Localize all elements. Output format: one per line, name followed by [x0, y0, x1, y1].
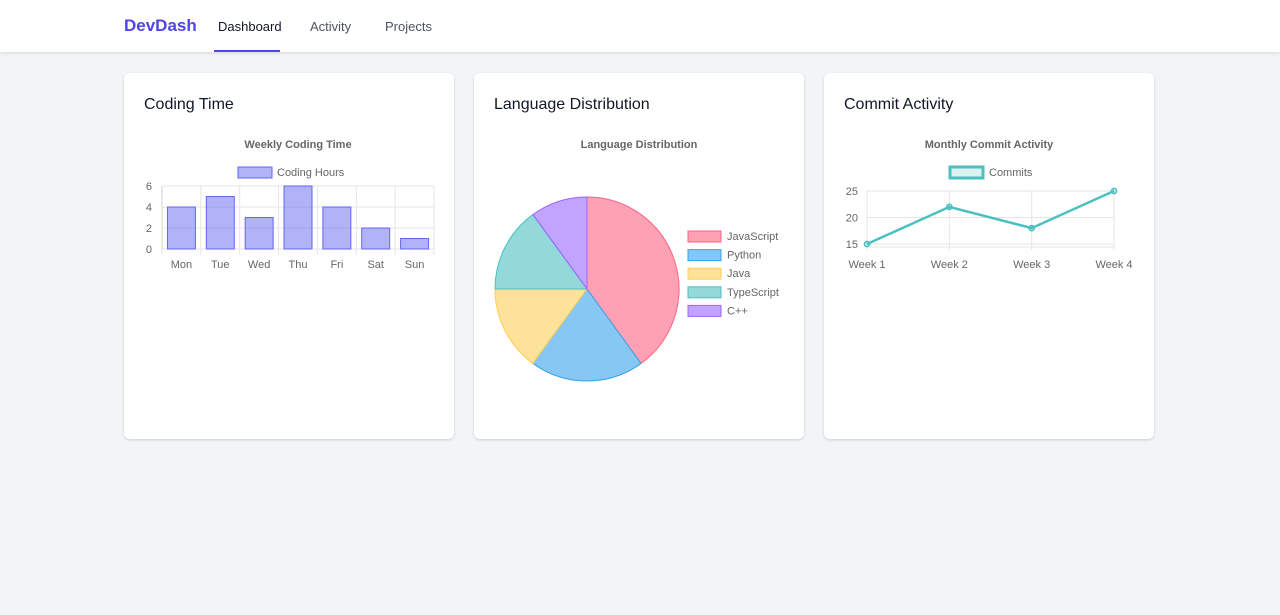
- brand-logo[interactable]: DevDash: [124, 16, 197, 35]
- point-week-1: [863, 240, 871, 248]
- pie-slice-cpp: [532, 196, 588, 291]
- y-tick-label: 20: [846, 213, 858, 225]
- x-tick-label: Fri: [330, 259, 343, 271]
- x-tick-label: Tue: [211, 259, 230, 271]
- commits-line: [866, 189, 1115, 246]
- y-tick-label: 4: [146, 202, 152, 214]
- legend-label: C++: [727, 305, 748, 317]
- card-title: Language Distribution: [494, 96, 650, 113]
- x-tick-label: Week 1: [848, 259, 885, 271]
- bar-sat: [361, 227, 391, 250]
- x-tick-label: Mon: [171, 259, 192, 271]
- commit-activity-card: Commit Activity Monthly Commit Activity C…: [824, 73, 1154, 439]
- y-tick-label: 25: [846, 186, 858, 198]
- legend-label: TypeScript: [727, 287, 779, 299]
- legend-swatch: [687, 267, 722, 280]
- legend-swatch: [948, 165, 985, 180]
- chart-title: Language Distribution: [581, 139, 698, 151]
- bar-wed: [244, 217, 274, 250]
- legend-swatch: [687, 286, 722, 299]
- point-week-4: [1110, 187, 1118, 195]
- point-week-3: [1028, 224, 1036, 232]
- bar-sun: [400, 238, 430, 250]
- y-tick-label: 15: [846, 239, 858, 251]
- commit-line-chart: Monthly Commit Activity Commits 15 20 25 Week…: [846, 139, 1133, 271]
- pie-slice-javascript: [586, 196, 680, 365]
- legend-swatch: [687, 304, 722, 317]
- x-tick-label: Wed: [248, 259, 270, 271]
- legend-label: Python: [727, 250, 761, 262]
- legend-label: JavaScript: [727, 231, 778, 243]
- legend-label: Commits: [989, 167, 1033, 179]
- bar-fri: [322, 206, 352, 250]
- nav-tab-projects[interactable]: Projects: [385, 19, 432, 34]
- weekly-coding-chart: Weekly Coding Time Coding Hours 0 2 4 6 Mon Tue…: [146, 139, 435, 271]
- chart-title: Monthly Commit Activity: [925, 139, 1054, 151]
- y-tick-label: 2: [146, 223, 152, 235]
- y-tick-label: 6: [146, 181, 152, 193]
- x-tick-label: Week 2: [931, 259, 968, 271]
- active-tab-indicator: [214, 50, 280, 52]
- top-navbar: DevDash Dashboard Activity Projects: [0, 0, 1280, 52]
- legend-swatch: [687, 230, 722, 243]
- pie-slice-typescript: [494, 213, 588, 290]
- x-tick-label: Week 3: [1013, 259, 1050, 271]
- x-tick-label: Week 4: [1095, 259, 1132, 271]
- x-tick-label: Sun: [405, 259, 425, 271]
- bar-thu: [283, 185, 313, 250]
- x-tick-label: Sat: [367, 259, 384, 271]
- bar-mon: [166, 206, 196, 250]
- legend-swatch: [237, 166, 273, 179]
- card-title: Commit Activity: [844, 96, 954, 113]
- coding-time-card: Coding Time Weekly Coding Time Coding Hou…: [124, 73, 454, 439]
- pie-slice-java: [494, 288, 588, 365]
- language-distribution-card: Language Distribution Language Distribut…: [474, 73, 804, 439]
- nav-tab-dashboard[interactable]: Dashboard: [218, 19, 282, 34]
- nav-tab-activity[interactable]: Activity: [310, 19, 352, 34]
- y-tick-label: 0: [146, 244, 152, 256]
- card-title: Coding Time: [144, 96, 234, 113]
- chart-title: Weekly Coding Time: [244, 139, 351, 151]
- legend-swatch: [687, 249, 722, 262]
- legend-label: Coding Hours: [277, 167, 345, 179]
- pie-slice-python: [532, 288, 642, 382]
- x-tick-label: Thu: [289, 259, 308, 271]
- point-week-2: [945, 203, 953, 211]
- bar-tue: [205, 196, 235, 250]
- legend-label: Java: [727, 268, 751, 280]
- language-pie-chart: Language Distribution JavaScript Python Jav…: [494, 139, 779, 382]
